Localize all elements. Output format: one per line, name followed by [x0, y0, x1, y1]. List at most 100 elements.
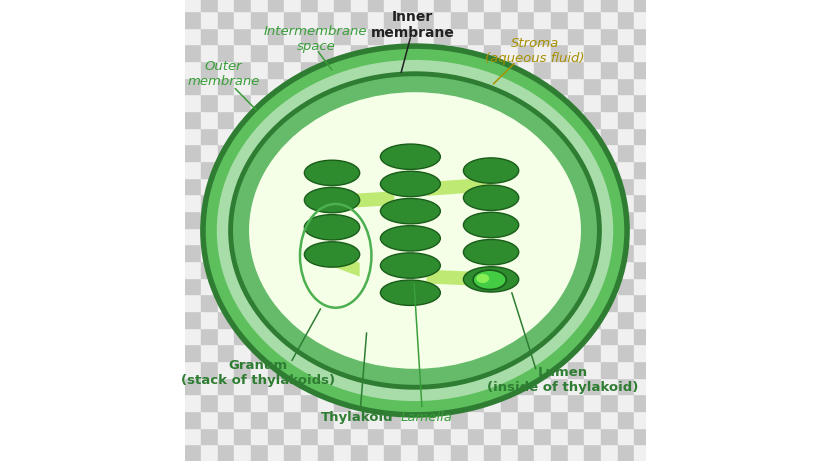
Bar: [318, 11, 334, 28]
Bar: [351, 244, 368, 261]
Bar: [318, 61, 334, 78]
Bar: [601, 228, 618, 244]
Text: Stroma
(aqueous fluid): Stroma (aqueous fluid): [485, 37, 584, 65]
Bar: [268, 278, 285, 295]
Ellipse shape: [231, 74, 599, 387]
Bar: [468, 444, 485, 461]
Bar: [501, 444, 518, 461]
Bar: [384, 378, 401, 394]
Bar: [535, 11, 551, 28]
Bar: [518, 344, 535, 361]
Bar: [485, 128, 501, 144]
Bar: [551, 161, 568, 178]
Bar: [501, 111, 518, 128]
Bar: [268, 28, 285, 44]
Bar: [184, 11, 201, 28]
Bar: [451, 244, 468, 261]
Bar: [634, 311, 651, 328]
Bar: [201, 378, 217, 394]
Bar: [451, 111, 468, 128]
Bar: [601, 178, 618, 195]
Bar: [501, 261, 518, 278]
Bar: [651, 95, 667, 111]
Bar: [251, 394, 268, 411]
Bar: [217, 444, 235, 461]
Bar: [268, 261, 285, 278]
Bar: [434, 178, 451, 195]
Bar: [634, 444, 651, 461]
Bar: [368, 161, 384, 178]
Bar: [368, 228, 384, 244]
Bar: [501, 344, 518, 361]
Bar: [384, 0, 401, 11]
Bar: [217, 161, 235, 178]
Bar: [601, 278, 618, 295]
Bar: [618, 411, 634, 428]
Bar: [318, 311, 334, 328]
Bar: [584, 278, 601, 295]
Bar: [251, 244, 268, 261]
Bar: [285, 411, 301, 428]
Bar: [268, 394, 285, 411]
Bar: [518, 28, 535, 44]
Bar: [318, 344, 334, 361]
Bar: [301, 111, 318, 128]
Bar: [184, 61, 201, 78]
Bar: [201, 161, 217, 178]
Bar: [485, 344, 501, 361]
Bar: [285, 228, 301, 244]
Bar: [551, 244, 568, 261]
Bar: [384, 261, 401, 278]
Bar: [651, 344, 667, 361]
Bar: [251, 361, 268, 378]
Bar: [434, 161, 451, 178]
Bar: [268, 95, 285, 111]
Bar: [368, 61, 384, 78]
Bar: [468, 244, 485, 261]
Bar: [618, 195, 634, 211]
Bar: [251, 261, 268, 278]
Bar: [251, 144, 268, 161]
Bar: [268, 211, 285, 228]
Text: Granum
(stack of thylakoids): Granum (stack of thylakoids): [181, 360, 335, 387]
Bar: [417, 61, 434, 78]
Bar: [434, 261, 451, 278]
Bar: [568, 428, 584, 444]
Bar: [618, 178, 634, 195]
Bar: [634, 261, 651, 278]
Bar: [434, 411, 451, 428]
Bar: [518, 244, 535, 261]
Bar: [518, 228, 535, 244]
Bar: [268, 44, 285, 61]
Bar: [501, 61, 518, 78]
Ellipse shape: [476, 274, 489, 283]
Bar: [318, 328, 334, 344]
Bar: [384, 295, 401, 311]
Bar: [351, 178, 368, 195]
Bar: [551, 111, 568, 128]
Bar: [384, 178, 401, 195]
Bar: [518, 128, 535, 144]
Bar: [351, 78, 368, 95]
Bar: [217, 378, 235, 394]
Bar: [201, 295, 217, 311]
Bar: [318, 0, 334, 11]
Bar: [601, 78, 618, 95]
Bar: [318, 361, 334, 378]
Bar: [651, 61, 667, 78]
Bar: [634, 295, 651, 311]
Bar: [451, 328, 468, 344]
Bar: [584, 244, 601, 261]
Bar: [318, 111, 334, 128]
Bar: [618, 28, 634, 44]
Bar: [285, 244, 301, 261]
Bar: [601, 328, 618, 344]
Bar: [551, 0, 568, 11]
Bar: [334, 128, 351, 144]
Bar: [217, 178, 235, 195]
Bar: [318, 211, 334, 228]
Bar: [551, 128, 568, 144]
Bar: [584, 261, 601, 278]
Bar: [217, 11, 235, 28]
Bar: [184, 111, 201, 128]
